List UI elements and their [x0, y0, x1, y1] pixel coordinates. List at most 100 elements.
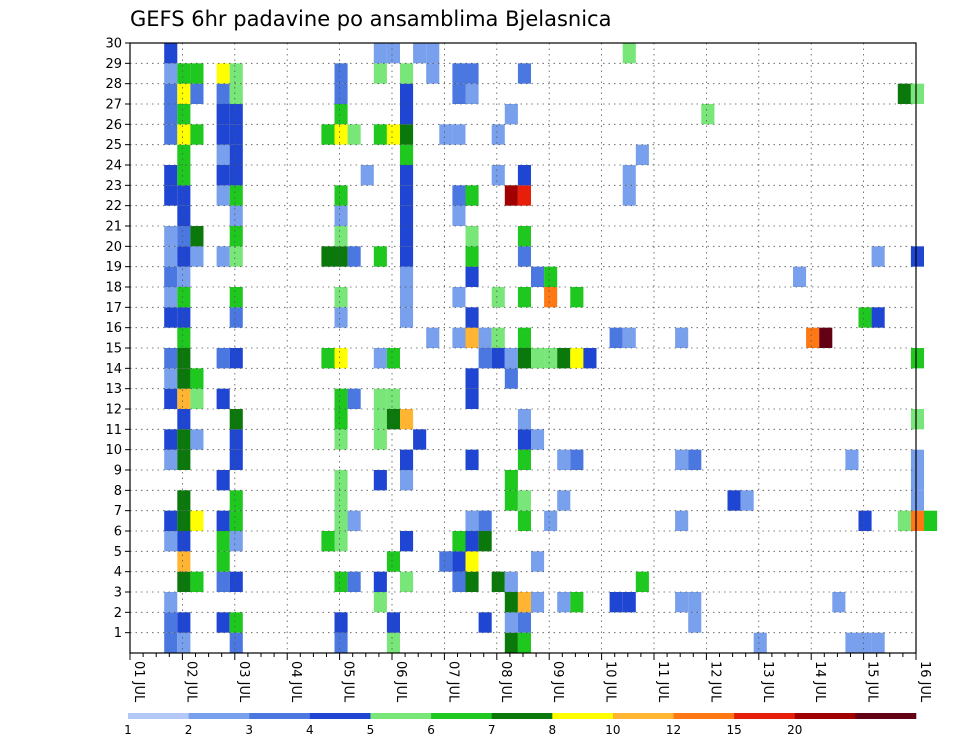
heatmap-cell [727, 490, 741, 511]
heatmap-cell [504, 104, 518, 125]
x-tick-label: 12 JUL [707, 661, 722, 703]
heatmap-cell [190, 63, 204, 84]
heatmap-cell [544, 266, 558, 287]
heatmap-cell [373, 592, 387, 613]
y-tick-label: 7 [114, 504, 122, 519]
heatmap-cell [544, 348, 558, 369]
heatmap-cell [164, 287, 178, 308]
heatmap-cell [452, 531, 466, 552]
heatmap-cell [517, 409, 531, 430]
heatmap-cell [465, 327, 479, 348]
heatmap-cell [216, 551, 230, 572]
heatmap-cell [216, 63, 230, 84]
heatmap-cell [177, 348, 191, 369]
heatmap-cell [190, 368, 204, 389]
colorbar-segment [309, 713, 371, 719]
colorbar-label: 4 [306, 723, 314, 737]
heatmap-cell [190, 571, 204, 592]
heatmap-cell [164, 185, 178, 206]
colorbar-segment [612, 713, 674, 719]
heatmap-cell [177, 388, 191, 409]
heatmap-cell [229, 226, 243, 247]
heatmap-cell [531, 348, 545, 369]
heatmap-cell [190, 510, 204, 531]
heatmap-cell [400, 246, 414, 267]
x-axis: 01 JUL 02 JUL 03 JUL 04 JUL 05 JUL 06 JUL 07 J… [129, 653, 932, 703]
heatmap-cell [334, 348, 348, 369]
heatmap-cell [478, 531, 492, 552]
heatmap-cell [504, 348, 518, 369]
heatmap-cell [334, 205, 348, 226]
y-tick-label: 2 [114, 606, 122, 621]
heatmap-cell [229, 104, 243, 125]
heatmap-cell [164, 124, 178, 145]
y-tick-label: 12 [105, 403, 122, 418]
y-tick-label: 3 [114, 586, 122, 601]
heatmap-cell [465, 63, 479, 84]
heatmap-cell [871, 307, 885, 328]
heatmap-cell [570, 287, 584, 308]
heatmap-cell [897, 83, 911, 104]
heatmap-cell [190, 226, 204, 247]
heatmap-cell [164, 165, 178, 186]
heatmap-cell [177, 165, 191, 186]
heatmap-cell [557, 490, 571, 511]
heatmap-cell [164, 449, 178, 470]
heatmap-cell [334, 287, 348, 308]
heatmap-cell [386, 124, 400, 145]
heatmap-cell [517, 165, 531, 186]
heatmap-cell [334, 531, 348, 552]
heatmap-cell [400, 409, 414, 430]
heatmap-cell [609, 327, 623, 348]
heatmap-cell [164, 246, 178, 267]
x-tick-label: 02 JUL [183, 661, 198, 703]
heatmap-cell [531, 592, 545, 613]
heatmap-cell [386, 409, 400, 430]
heatmap-cell [753, 632, 767, 653]
heatmap-cell [413, 429, 427, 450]
heatmap-cell [491, 571, 505, 592]
heatmap-cell [504, 470, 518, 491]
heatmap-cell [400, 205, 414, 226]
heatmap-cell [400, 185, 414, 206]
heatmap-cell [413, 43, 427, 64]
heatmap-cell [229, 571, 243, 592]
heatmap-cell [164, 632, 178, 653]
heatmap-cell [347, 124, 361, 145]
heatmap-cell [386, 632, 400, 653]
heatmap-cell [622, 165, 636, 186]
heatmap-cell [177, 226, 191, 247]
heatmap-cell [229, 348, 243, 369]
x-tick-label: 08 JUL [498, 661, 513, 703]
colorbar-segment [552, 713, 614, 719]
x-tick-label: 15 JUL [865, 661, 880, 703]
x-tick-label: 03 JUL [236, 661, 251, 703]
heatmap-cell [688, 612, 702, 633]
heatmap-cell [177, 632, 191, 653]
heatmap-cell [177, 83, 191, 104]
colorbar: 1 2 3 4 5 6 7 8 10 12 15 20 [124, 713, 917, 737]
heatmap-cell [177, 510, 191, 531]
heatmap-cell [177, 429, 191, 450]
heatmap-cell [216, 165, 230, 186]
heatmap-cell [334, 63, 348, 84]
heatmap-cell [334, 632, 348, 653]
heatmap-cell [229, 205, 243, 226]
colorbar-label: 1 [124, 723, 132, 737]
heatmap-cell [216, 124, 230, 145]
heatmap-cell [544, 287, 558, 308]
heatmap-cell [871, 246, 885, 267]
heatmap-cell [426, 63, 440, 84]
heatmap-cell [216, 144, 230, 165]
x-tick-label: 05 JUL [341, 661, 356, 703]
heatmap-cell [675, 327, 689, 348]
x-tick-label: 01 JUL [131, 661, 146, 703]
heatmap-cell [504, 368, 518, 389]
heatmap-cell [400, 63, 414, 84]
y-tick-label: 18 [105, 281, 122, 296]
heatmap-cell [229, 185, 243, 206]
y-tick-label: 24 [105, 159, 122, 174]
heatmap-cell [465, 185, 479, 206]
heatmap-cell [164, 592, 178, 613]
heatmap-cell [910, 348, 924, 369]
